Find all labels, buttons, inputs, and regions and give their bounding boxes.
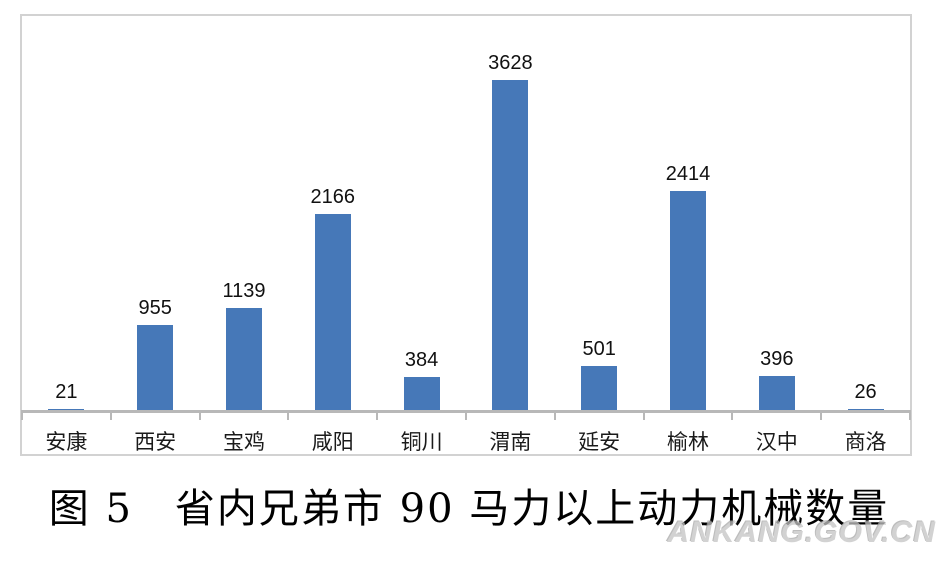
- axis-tick: [731, 410, 734, 420]
- bar-column: 501: [555, 16, 644, 412]
- x-axis-label: 汉中: [755, 430, 798, 454]
- x-axis-label: 安康: [45, 430, 88, 454]
- bar-column: 396: [732, 16, 821, 412]
- axis-tick: [642, 410, 645, 420]
- bar: [403, 377, 440, 412]
- bar: [669, 191, 706, 412]
- bar-column: 384: [377, 16, 466, 412]
- x-axis-label: 咸阳: [311, 430, 354, 454]
- chart-frame: 21 955 1139 2166 384 3628 501 2414 396 26 安康 西安 宝鸡 咸…: [20, 14, 912, 456]
- bar-value-label: 501: [582, 338, 616, 360]
- bar: [581, 366, 618, 412]
- plot-area: 21 955 1139 2166 384 3628 501 2414 396 26: [22, 16, 910, 412]
- axis-tick: [287, 410, 290, 420]
- bar: [492, 80, 529, 412]
- bar-value-label: 2414: [665, 163, 711, 185]
- x-axis-label: 延安: [578, 430, 621, 454]
- bar-column: 26: [821, 16, 910, 412]
- bar-column: 1139: [200, 16, 289, 412]
- chart-title: 图 5 省内兄弟市 90 马力以上动力机械数量: [48, 486, 890, 532]
- bar: [137, 325, 174, 412]
- axis-tick: [198, 410, 201, 420]
- axis-tick: [465, 410, 467, 420]
- bar-value-label: 955: [138, 297, 172, 319]
- x-axis-ticks: [21, 410, 911, 420]
- x-axis-label: 商洛: [844, 430, 887, 454]
- bar: [225, 308, 262, 412]
- x-axis-label: 铜川: [400, 430, 443, 454]
- bar-value-label: 396: [760, 348, 794, 370]
- bar: [314, 214, 351, 412]
- bar-value-label: 3628: [488, 52, 533, 74]
- bar: [758, 376, 795, 412]
- axis-tick: [109, 410, 112, 420]
- bar-value-label: 2166: [310, 186, 356, 208]
- bar-value-label: 26: [854, 381, 877, 403]
- x-axis-label: 榆林: [666, 430, 709, 454]
- x-axis-label: 宝鸡: [222, 430, 265, 454]
- bar-value-label: 1139: [222, 280, 266, 302]
- x-axis-label: 渭南: [489, 430, 532, 454]
- axis-tick: [553, 410, 556, 420]
- bar-column: 2414: [644, 16, 733, 412]
- axis-tick: [909, 410, 911, 420]
- axis-tick: [21, 410, 23, 420]
- x-axis-labels: 安康 西安 宝鸡 咸阳 铜川 渭南 延安 榆林 汉中 商洛: [22, 420, 910, 454]
- bar-column: 3628: [466, 16, 555, 412]
- bar-column: 2166: [288, 16, 377, 412]
- bar-column: 21: [22, 16, 111, 412]
- x-axis-label: 西安: [134, 430, 177, 454]
- watermark-text: ANKANG.GOV.CN: [667, 516, 936, 549]
- axis-tick: [820, 410, 823, 420]
- bar-value-label: 21: [55, 381, 78, 403]
- bar-column: 955: [111, 16, 200, 412]
- axis-tick: [376, 410, 379, 420]
- bar-value-label: 384: [404, 349, 439, 371]
